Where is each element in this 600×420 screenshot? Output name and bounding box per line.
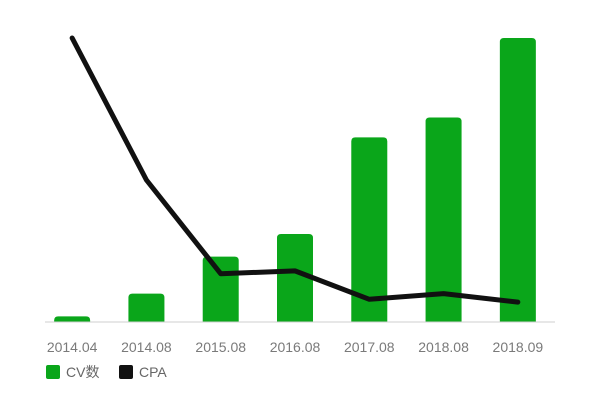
legend-label-cv: CV数 bbox=[66, 364, 99, 380]
bar-2018.08 bbox=[425, 117, 462, 323]
legend: CV数 CPA bbox=[46, 364, 167, 380]
bar-2016.08 bbox=[277, 233, 313, 322]
x-tick-label: 2016.08 bbox=[270, 339, 321, 355]
line-series-cpa bbox=[69, 35, 521, 305]
x-axis-ticks: 2014.04 2014.08 2015.08 2016.08 2017.08 2018.… bbox=[47, 339, 544, 355]
bar-2017.08 bbox=[351, 137, 388, 322]
x-tick-label: 2018.08 bbox=[418, 339, 469, 355]
legend-swatch-cpa bbox=[119, 365, 133, 379]
x-tick-label: 2017.08 bbox=[344, 339, 395, 355]
bar-series-group bbox=[54, 38, 536, 323]
bar-2018.09 bbox=[499, 38, 536, 322]
x-tick-label: 2018.09 bbox=[493, 339, 544, 355]
legend-swatch-cv bbox=[46, 365, 60, 379]
bar-2015.08 bbox=[202, 256, 239, 322]
bar-2014.08 bbox=[128, 293, 165, 322]
legend-label-cpa: CPA bbox=[139, 364, 167, 380]
x-tick-label: 2014.04 bbox=[47, 339, 98, 355]
bar-2014.04 bbox=[54, 316, 91, 322]
x-tick-label: 2015.08 bbox=[195, 339, 246, 355]
x-tick-label: 2014.08 bbox=[121, 339, 172, 355]
